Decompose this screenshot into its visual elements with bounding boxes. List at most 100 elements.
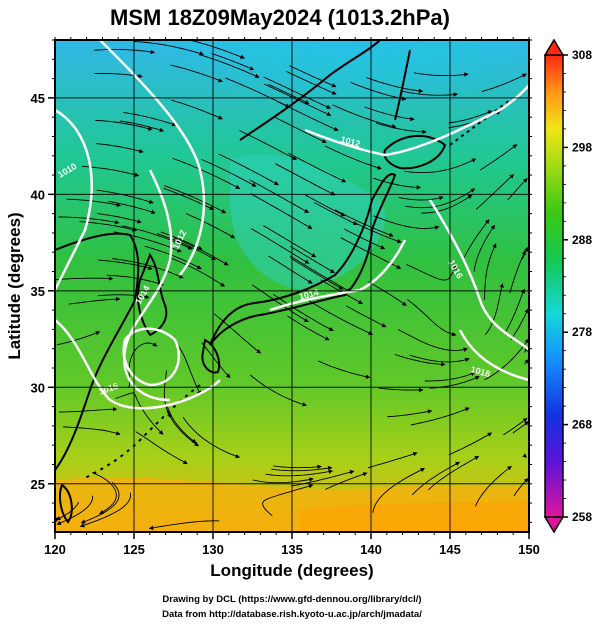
coastlines — [55, 40, 511, 524]
colorbar-tick-label: 308 — [572, 48, 592, 62]
streamline — [404, 158, 477, 174]
streamline — [394, 354, 446, 367]
streamline — [55, 276, 114, 281]
streamline — [410, 407, 470, 426]
streamline — [56, 331, 101, 346]
streamline — [182, 416, 241, 459]
streamline — [353, 221, 402, 244]
streamline — [503, 417, 528, 436]
streamline — [334, 209, 394, 237]
isobar-1018-east — [458, 329, 529, 382]
streamline — [252, 477, 314, 484]
credit-drawing: Drawing by DCL (https://www.gfd-dennou.o… — [162, 594, 421, 605]
streamline — [108, 200, 156, 214]
streamline — [119, 120, 165, 132]
isobar-1012-west — [99, 40, 206, 276]
streamline — [512, 421, 529, 434]
streamline — [218, 153, 279, 186]
streamline — [225, 77, 291, 108]
isobars — [55, 40, 529, 410]
streamline — [201, 158, 257, 187]
streamline — [307, 299, 374, 335]
streamline — [263, 225, 317, 258]
colorbar-bottom-arrow — [543, 516, 565, 534]
streamline — [343, 228, 386, 250]
streamline — [373, 177, 422, 190]
streamline — [397, 329, 468, 352]
streamline — [289, 65, 337, 88]
coast-hokkaido — [383, 134, 447, 170]
streamline — [409, 354, 470, 363]
streamline — [275, 163, 336, 196]
streamline — [98, 259, 153, 271]
streamline — [62, 426, 121, 436]
streamline — [332, 104, 397, 129]
streamline — [112, 258, 184, 279]
x-axis-label: Longitude (degrees) — [210, 561, 373, 580]
streamline — [56, 495, 94, 525]
streamline — [170, 257, 226, 287]
streamline — [170, 64, 224, 83]
y-axis-ticks: 25 30 35 40 45 — [31, 39, 532, 523]
streamline — [115, 392, 164, 435]
streamline — [288, 152, 347, 183]
streamline — [273, 464, 322, 470]
isobar-1014-center — [269, 239, 407, 312]
colorbar-tick-label: 298 — [572, 140, 592, 154]
streamline — [378, 387, 424, 393]
coast-korea — [137, 252, 168, 337]
x-tick-label: 130 — [202, 542, 224, 557]
coast-china — [55, 232, 140, 471]
x-axis-ticks: 120 125 130 135 140 145 150 — [44, 37, 540, 557]
warm-region-core — [300, 500, 529, 532]
streamline — [464, 219, 490, 258]
coast-kurils — [449, 99, 511, 146]
streamline — [80, 481, 120, 524]
streamline — [317, 360, 371, 379]
streamline — [92, 471, 117, 514]
streamline — [163, 187, 215, 211]
streamline — [250, 374, 308, 407]
streamline — [421, 194, 473, 214]
streamline — [290, 257, 344, 290]
streamline — [473, 224, 496, 272]
x-tick-label: 120 — [44, 542, 66, 557]
streamline — [400, 90, 459, 97]
streamline — [263, 76, 332, 109]
streamline — [97, 294, 150, 300]
coast-sakhalin — [394, 49, 411, 121]
y-tick-label: 40 — [31, 187, 45, 202]
streamline — [185, 213, 236, 239]
streamline — [366, 77, 424, 94]
streamline — [134, 41, 204, 56]
x-tick-label: 125 — [123, 542, 145, 557]
streamline — [68, 296, 121, 305]
streamline — [268, 83, 310, 105]
x-tick-label: 135 — [281, 542, 303, 557]
streamline — [509, 250, 526, 294]
streamline — [274, 116, 327, 143]
coast-russia — [239, 40, 381, 141]
streamline — [475, 173, 515, 210]
streamline — [325, 472, 368, 490]
streamline — [398, 195, 444, 201]
streamline — [373, 215, 440, 230]
streamline — [79, 221, 138, 232]
colorbar: 308 298 288 278 268 258 — [543, 38, 592, 534]
streamline — [406, 264, 457, 281]
isobar-1010 — [55, 108, 93, 291]
streamline — [364, 106, 415, 122]
streamline — [144, 245, 202, 270]
streamline — [413, 72, 469, 77]
y-axis-label: Latitude (degrees) — [5, 212, 24, 359]
coast-japan-honshu — [209, 173, 397, 346]
y-tick-label: 45 — [31, 91, 45, 106]
streamline — [156, 233, 216, 261]
streamline — [249, 179, 310, 213]
streamline — [324, 145, 382, 170]
streamline — [93, 48, 156, 55]
y-tick-label: 30 — [31, 380, 45, 395]
streamline — [350, 82, 407, 101]
streamline — [479, 144, 518, 171]
